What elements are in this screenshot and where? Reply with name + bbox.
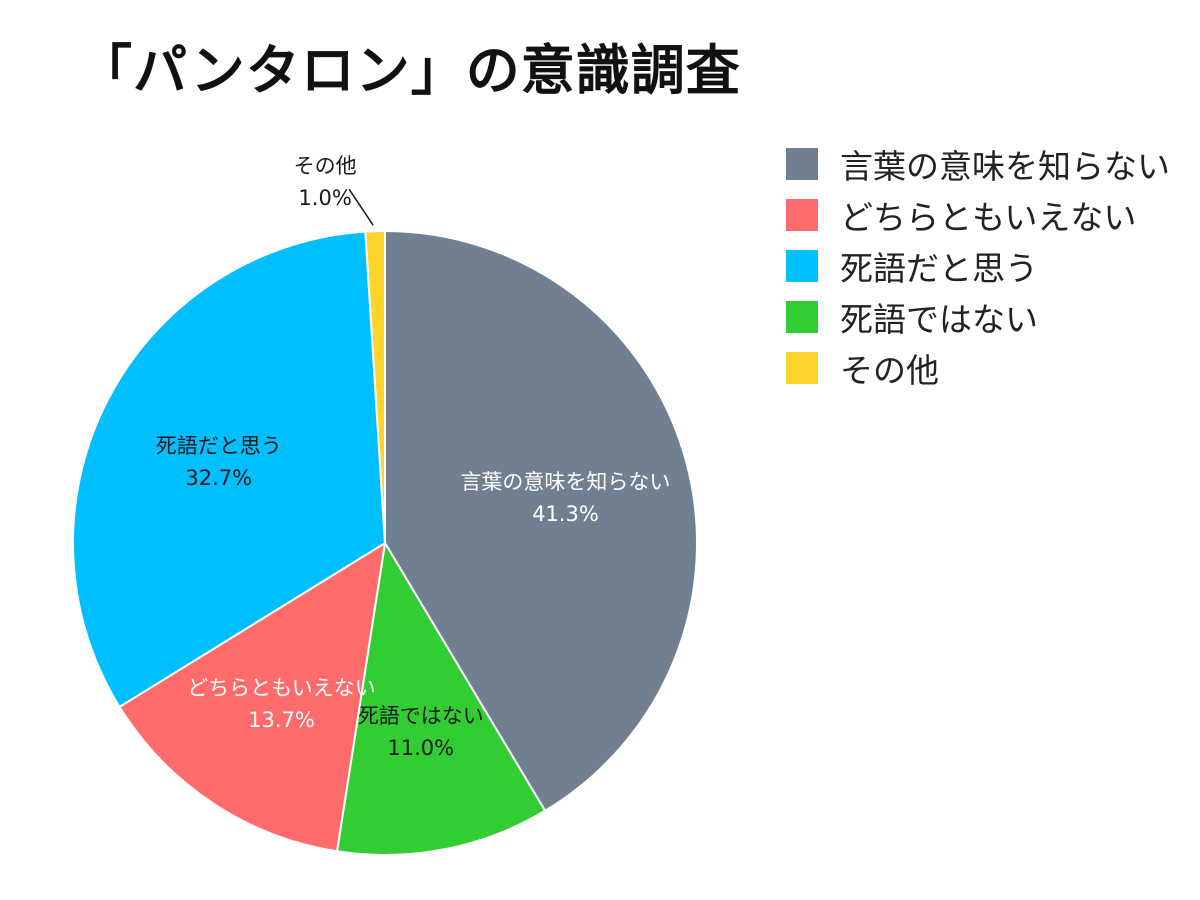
slice-value-label: 13.7% — [248, 708, 315, 732]
legend-item: どちらともいえない — [786, 189, 1170, 240]
slice-label: どちらともいえない — [187, 676, 376, 700]
legend-label: その他 — [840, 350, 939, 390]
legend-swatch — [786, 300, 818, 333]
legend-swatch — [786, 147, 818, 180]
legend-item: その他 — [786, 342, 1170, 393]
slice-value-label: 11.0% — [387, 736, 454, 760]
slice-label: 死語ではない — [358, 704, 484, 728]
legend-swatch — [786, 249, 818, 282]
slice-label: その他 — [294, 154, 357, 178]
slice-value-label: 1.0% — [298, 186, 351, 210]
pie-slice — [384, 229, 698, 813]
legend-swatch — [786, 351, 818, 384]
slice-value-label: 32.7% — [185, 466, 252, 490]
pie-slice — [335, 540, 547, 856]
legend-swatch — [786, 198, 818, 231]
slice-label: 言葉の意味を知らない — [460, 470, 670, 494]
legend-label: 言葉の意味を知らない — [840, 146, 1170, 186]
legend: 言葉の意味を知らない どちらともいえない 死語だと思う 死語ではない その他 — [786, 138, 1170, 393]
pie-slice — [118, 541, 387, 853]
legend-item: 死語だと思う — [786, 240, 1170, 291]
legend-label: 死語だと思う — [840, 248, 1038, 288]
pie-slice — [72, 230, 387, 709]
chart-title: 「パンタロン」の意識調査 — [78, 39, 741, 102]
label-leader-line — [348, 188, 374, 226]
legend-label: どちらともいえない — [840, 197, 1137, 237]
slice-value-label: 41.3% — [532, 502, 599, 526]
slice-label: 死語だと思う — [156, 434, 282, 458]
legend-label: 死語ではない — [840, 299, 1038, 339]
pie-slice — [364, 229, 386, 544]
legend-item: 言葉の意味を知らない — [786, 138, 1170, 189]
legend-item: 死語ではない — [786, 291, 1170, 342]
